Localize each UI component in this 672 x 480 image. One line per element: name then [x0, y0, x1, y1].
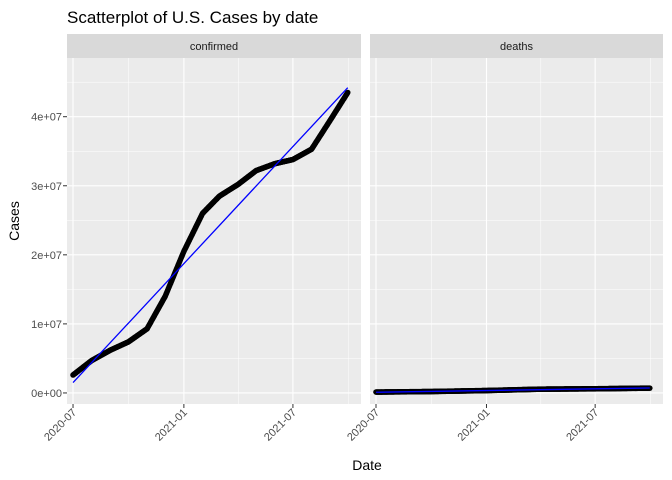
panel-deaths: deaths 2020-07 2021-01 2021-07	[345, 34, 663, 444]
panel-confirmed: confirmed 2020-07 2021-01 2021-07	[42, 34, 361, 444]
facet-strip	[370, 34, 663, 58]
x-tick-label: 2020-07	[42, 407, 79, 444]
x-tick-label: 2021-07	[262, 407, 299, 444]
scatter-points	[70, 89, 351, 378]
facet-strip-label: confirmed	[190, 41, 238, 53]
y-tick-label: 4e+07	[31, 112, 62, 124]
x-tick-label: 2021-07	[564, 407, 601, 444]
x-tick-label: 2021-01	[456, 407, 493, 444]
x-tick-label: 2020-07	[345, 407, 382, 444]
fit-line	[72, 87, 349, 384]
y-tick-label: 2e+07	[31, 250, 62, 262]
y-tick-label: 3e+07	[31, 181, 62, 193]
y-axis-title: Cases	[6, 201, 22, 241]
data-point	[344, 89, 351, 96]
chart-title: Scatterplot of U.S. Cases by date	[67, 8, 318, 27]
y-tick-label: 1e+07	[31, 319, 62, 331]
facet-strip-label: deaths	[500, 41, 534, 53]
x-axis-title: Date	[352, 457, 382, 473]
y-tick-label: 0e+00	[31, 388, 62, 400]
fit-line	[375, 387, 650, 393]
panel-background	[370, 58, 663, 404]
facet-strip	[67, 34, 361, 58]
x-tick-label: 2021-01	[153, 407, 190, 444]
